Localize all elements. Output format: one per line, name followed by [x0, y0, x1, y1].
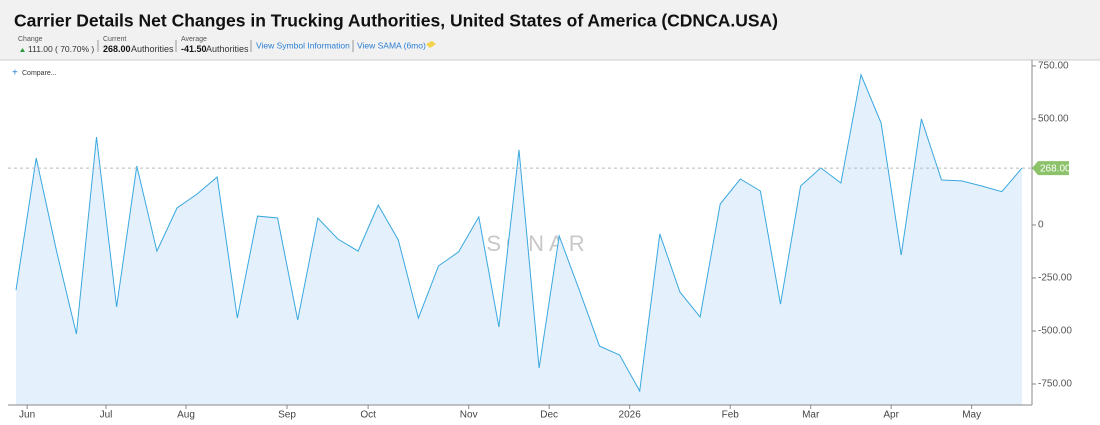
x-tick-label: Jul: [100, 410, 113, 421]
link[interactable]: View SAMA (6mo): [357, 40, 426, 50]
line: [15, 73, 1023, 393]
change-percent: ( 70.70% ): [55, 44, 94, 54]
current-unit: Authorities: [131, 44, 174, 54]
current-value: 268.00: [103, 44, 131, 54]
current-label: Current: [103, 36, 126, 43]
average-value: -41.50: [181, 44, 207, 54]
header-bg: [0, 0, 1100, 60]
x-tick-label: Oct: [360, 410, 376, 421]
x-tick-label: Aug: [177, 410, 195, 421]
compare[interactable]: Compare...: [22, 70, 57, 77]
y-tick-label: 500.00: [1038, 114, 1069, 125]
pencil-icon[interactable]: [426, 41, 436, 48]
x-tick-label: Feb: [722, 410, 740, 421]
current-marker-label: 268.00: [1040, 163, 1071, 174]
y-tick-label: 750.00: [1038, 61, 1069, 72]
current-marker: [1032, 161, 1069, 176]
link[interactable]: View Symbol Information: [256, 40, 350, 50]
y-tick-label: -500.00: [1038, 326, 1072, 337]
change-value: 111.00: [28, 44, 53, 54]
x-tick-label: Mar: [802, 410, 820, 421]
y-tick-label: 0: [1038, 220, 1044, 231]
watermark: SONAR: [486, 231, 589, 256]
title: Carrier Details Net Changes in Trucking …: [14, 11, 778, 31]
average-label: Average: [181, 36, 207, 43]
change-label: Change: [18, 36, 43, 43]
area-fill: [16, 74, 1022, 406]
average-unit: Authorities: [206, 44, 249, 54]
x-tick-label: Sep: [278, 410, 296, 421]
x-tick-label: Nov: [460, 410, 478, 421]
y-tick-label: -750.00: [1038, 379, 1072, 390]
x-tick-label: Apr: [883, 410, 899, 421]
y-tick-label: -250.00: [1038, 273, 1072, 284]
x-tick-label: Dec: [540, 410, 558, 421]
up-arrow: [20, 48, 25, 52]
x-tick-label: 2026: [619, 410, 642, 421]
plus[interactable]: +: [12, 68, 18, 79]
x-tick-label: May: [962, 410, 981, 421]
x-tick-label: Jun: [19, 410, 35, 421]
